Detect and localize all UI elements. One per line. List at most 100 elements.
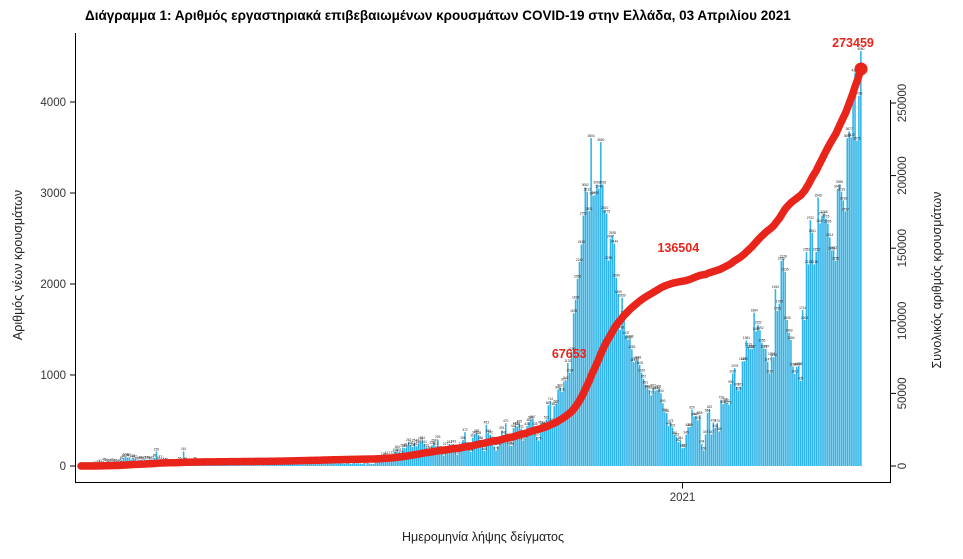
bar (790, 340, 792, 466)
right-tick-label: 100000 (897, 302, 909, 340)
bar (471, 437, 474, 466)
bar (700, 443, 703, 466)
bar-value-label: 2372 (830, 246, 837, 250)
bar (565, 380, 567, 466)
bar-value-label: 1141 (630, 358, 637, 362)
bar-value-label: 244 (699, 440, 705, 444)
bar (479, 439, 482, 466)
bar-value-label: 286 (460, 436, 466, 440)
bar-value-label: 1155 (632, 357, 639, 361)
bar-value-label: 36 (114, 459, 118, 463)
bar (646, 388, 649, 466)
bar-value-label: 68 (147, 456, 151, 460)
bar (526, 426, 528, 466)
bar (324, 462, 327, 466)
x-axis-ticks: 2021 (670, 482, 695, 504)
bar-value-label: 71 (143, 455, 147, 459)
bar (613, 243, 616, 466)
bar-value-label: 692 (724, 399, 730, 403)
bar (764, 348, 767, 466)
bar-value-label: 448 (542, 421, 548, 425)
bar-value-label: 62 (157, 456, 161, 460)
bar (425, 447, 427, 466)
bar-value-label: 2255 (778, 257, 785, 261)
bar (733, 368, 736, 466)
bar-value-label: 1828 (572, 295, 579, 299)
bar (568, 372, 571, 466)
bar (508, 445, 511, 466)
bar-value-label: 208 (410, 443, 416, 447)
bar-value-label: 1605 (801, 316, 808, 320)
bar-value-label: 40 (104, 458, 108, 462)
bar-value-label: 3560 (597, 138, 604, 142)
bar-value-label: 380 (717, 427, 723, 431)
bar (537, 440, 540, 466)
bar (664, 412, 666, 466)
bar-value-label: 241 (447, 440, 453, 444)
bar (516, 426, 519, 466)
bar (532, 418, 534, 466)
right-axis-ticks: 0 50000 100000 150000 200000 250000 (890, 84, 909, 469)
bar (318, 463, 321, 466)
cumulative-annotation: 136504 (657, 241, 699, 255)
bar (784, 271, 786, 466)
bar-value-label: 465 (517, 419, 523, 423)
bar (749, 349, 751, 466)
bar (239, 465, 241, 466)
bar-value-label: 1480 (753, 327, 760, 331)
bar (155, 451, 158, 466)
bar-value-label: 2215 (811, 260, 818, 264)
bar-value-label: 2797 (842, 207, 849, 211)
bar (592, 195, 594, 467)
bar (745, 340, 748, 466)
bar-value-label: 3092 (599, 180, 606, 184)
bar-value-label: 657 (552, 402, 558, 406)
bar (611, 235, 614, 466)
bar (809, 220, 812, 466)
bar-value-label: 340 (672, 431, 678, 435)
bar-value-label: 228 (429, 441, 435, 445)
right-tick-label: 200000 (897, 156, 909, 194)
bar (805, 251, 808, 466)
bar (349, 463, 352, 466)
bar (357, 463, 360, 466)
bar (574, 299, 577, 466)
bar-value-label: 1785 (776, 299, 783, 303)
bar-value-label: 1705 (774, 307, 781, 311)
left-tick-label: 3000 (40, 188, 66, 200)
bar (555, 403, 557, 466)
bar (669, 422, 672, 466)
bar (815, 251, 817, 466)
bar-value-label: 581 (664, 409, 670, 413)
bar (244, 465, 247, 466)
bar (726, 403, 728, 466)
bar-value-label: 151 (396, 448, 402, 452)
bar (487, 433, 490, 466)
bar-value-label: 77 (159, 455, 163, 459)
bar (444, 446, 447, 466)
bar-value-label: 262 (676, 438, 682, 442)
bar-value-label: 359 (474, 429, 480, 433)
bar (534, 426, 536, 467)
bar (328, 461, 330, 466)
bar (442, 455, 445, 466)
bar (660, 393, 662, 466)
bar-value-label: 2972 (590, 191, 597, 195)
bar-value-label: 436 (515, 422, 521, 426)
bar (367, 463, 369, 466)
bar-value-label: 1552 (754, 321, 761, 325)
bar-value-label: 559 (697, 411, 703, 415)
bar-value-label: 667 (546, 401, 552, 405)
bar (470, 451, 472, 466)
bar-value-label: 203 (400, 443, 406, 447)
bar-value-label: 478 (711, 418, 717, 422)
bar (365, 464, 367, 466)
bar-value-label: 346 (472, 430, 478, 434)
bar-value-label: 438 (524, 422, 530, 426)
bar-value-label: 2801 (586, 207, 593, 211)
bar-value-label: 1012 (791, 370, 798, 374)
bar (741, 361, 744, 466)
bar (830, 250, 833, 466)
bar-value-label: 170 (493, 446, 499, 450)
bar (547, 405, 550, 466)
